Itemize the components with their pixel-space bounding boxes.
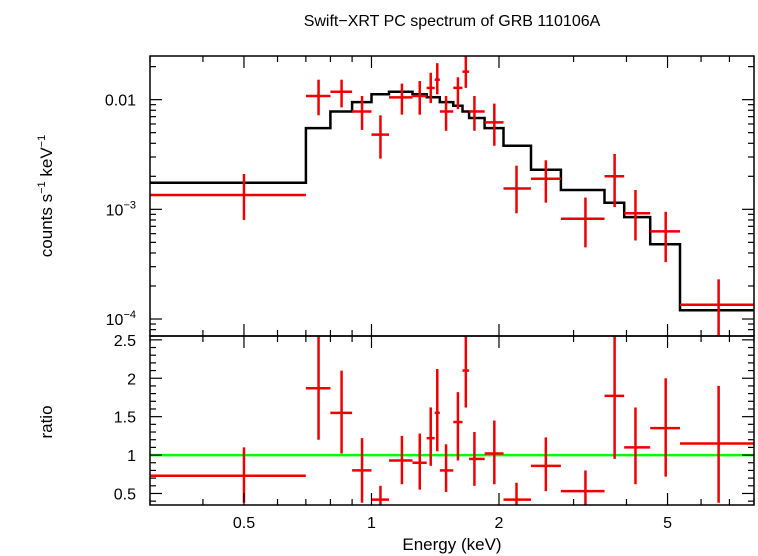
ratio-data-point [469, 432, 485, 486]
ratio-data-point [305, 336, 331, 440]
ratio-data-point [560, 470, 605, 505]
ratio-data-point [434, 369, 440, 452]
spectrum-data-point [650, 211, 680, 263]
ratio-y-axis-label: ratio [37, 405, 56, 438]
spectrum-data-point [679, 279, 754, 336]
ratio-data-point [412, 433, 427, 490]
ratio-data-point [389, 435, 413, 485]
ratio-data-point [453, 392, 463, 461]
ratio-data-point [462, 336, 470, 408]
ratio-data-point [330, 370, 353, 454]
axes-layer [149, 55, 755, 506]
spectrum-data-point [462, 56, 470, 88]
x-axis-label: Energy (keV) [402, 535, 501, 554]
spectrum-data-point [439, 95, 454, 131]
ratio-y-tick-label: 2.5 [114, 333, 136, 350]
ratio-y-tick-label: 1.5 [114, 410, 136, 427]
ratio-data-point [484, 420, 504, 485]
ratio-frame [149, 335, 755, 506]
ratio-y-tick-label: 2 [127, 371, 136, 388]
labels-layer: Energy (keV) ratio counts s−1 keV−1 0.5 1… [36, 93, 672, 554]
ratio-data-point [650, 378, 680, 477]
spectrum-y-axis-label: counts s−1 keV−1 [36, 135, 56, 257]
spectrum-data-point [330, 79, 353, 108]
x-tick-label: 0.5 [233, 515, 255, 532]
ratio-y-tick-label: 0.5 [114, 486, 136, 503]
spectrum-data-point [389, 83, 413, 115]
ratio-y-tick-label: 1 [127, 448, 136, 465]
ratio-data-point [352, 438, 372, 503]
chart-title: Swift−XRT PC spectrum of GRB 110106A [304, 13, 601, 30]
spectrum-data-point [604, 153, 625, 208]
data-layer [150, 56, 754, 505]
ratio-data-point [439, 444, 454, 492]
ratio-data-point [530, 437, 561, 492]
ratio-data-point [679, 385, 754, 503]
spectrum-data-point [530, 160, 561, 203]
ratio-data-point [371, 485, 390, 505]
spectrum-data-point [453, 77, 463, 110]
ratio-data-point [503, 482, 531, 505]
spectrum-data-point [503, 165, 531, 214]
spectrum-data-point [624, 190, 651, 241]
ratio-data-point [426, 407, 435, 466]
spectrum-data-point [426, 72, 435, 104]
spectrum-data-point [560, 197, 605, 248]
x-tick-label: 2 [495, 515, 504, 532]
x-tick-label: 5 [663, 515, 672, 532]
spectrum-data-point [484, 103, 504, 146]
spectrum-data-point [412, 80, 427, 115]
ratio-data-point [624, 407, 651, 485]
x-tick-label: 1 [367, 515, 376, 532]
spectrum-y-tick-label: 10−4 [106, 309, 136, 329]
spectrum-data-point [434, 63, 440, 95]
spectrum-y-tick-label: 10−3 [106, 199, 136, 219]
spectrum-data-point [352, 95, 372, 130]
spectrum-data-point [371, 115, 390, 159]
ratio-data-point [604, 336, 625, 459]
spectrum-data-point [150, 173, 306, 220]
spectrum-data-point [305, 79, 331, 116]
spectrum-data-point [469, 95, 485, 131]
spectrum-y-tick-label: 0.01 [105, 93, 136, 110]
